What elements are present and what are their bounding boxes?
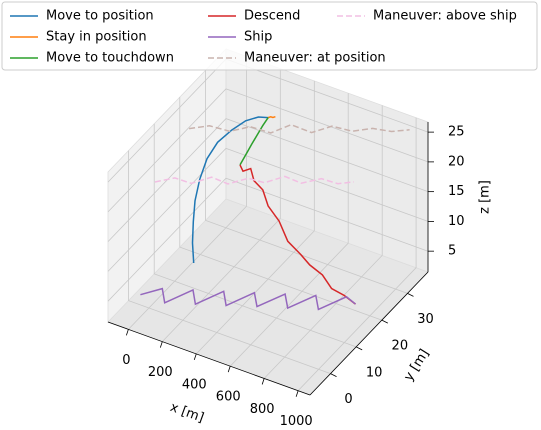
x-tick [227,366,231,373]
y-tick [355,346,363,351]
series-line [188,123,410,134]
x-tick-label: 200 [148,365,173,380]
series-line [191,116,269,264]
x-axis-label: x [m] [168,400,206,426]
series-line [239,117,269,166]
grid-line [297,117,417,391]
z-axis-label: z [m] [478,180,493,214]
grid-line [107,147,429,272]
y-tick [381,319,389,324]
y-tick-label: 20 [392,339,409,354]
legend: Move to position Stay in position Move to … [1,1,538,71]
y-tick-label: 30 [417,312,434,327]
y-tick-label: 10 [366,365,383,380]
x-tick-label: 600 [216,390,241,405]
x-axis [107,321,311,396]
y-axis [309,271,429,396]
x-tick [261,378,265,385]
x-tick-label: 400 [182,377,207,392]
x-tick-label: 800 [250,402,275,417]
series-line [267,115,276,119]
grid-line [107,118,429,242]
z-tick-label: 25 [448,125,465,140]
series-line [140,287,356,311]
legend-box [1,1,538,71]
x-tick-label: 1000 [280,414,313,429]
x-tick [159,341,163,348]
grid-line [229,93,349,367]
grid-line [107,177,429,302]
z-tick-label: 10 [448,214,465,229]
grid-line [153,123,357,348]
legend-label: Ship [244,30,272,45]
grid-line [107,88,429,213]
legend-label: Maneuver: at position [244,51,386,66]
legend-label: Descend [244,9,300,24]
grid-line [205,70,408,294]
series-line [239,164,356,305]
grid-line [128,56,247,330]
x-tick [193,353,197,361]
y-tick-label: 0 [344,392,352,407]
legend-label: Move to touchdown [46,51,174,66]
legend-label: Maneuver: above ship [373,9,517,24]
grid-line [263,105,383,379]
z-tick-label: 5 [448,244,456,259]
y-tick [330,373,337,377]
legend-label: Stay in position [46,30,147,45]
grid-line [196,80,315,355]
grid-line [128,150,331,374]
x-tick-label: 0 [122,353,130,368]
legend-label: Move to position [46,9,154,24]
y-tick [407,293,414,297]
x-tick [125,329,129,336]
z-tick-label: 20 [448,154,465,169]
x-tick [295,390,299,397]
z-tick-label: 15 [448,184,465,199]
